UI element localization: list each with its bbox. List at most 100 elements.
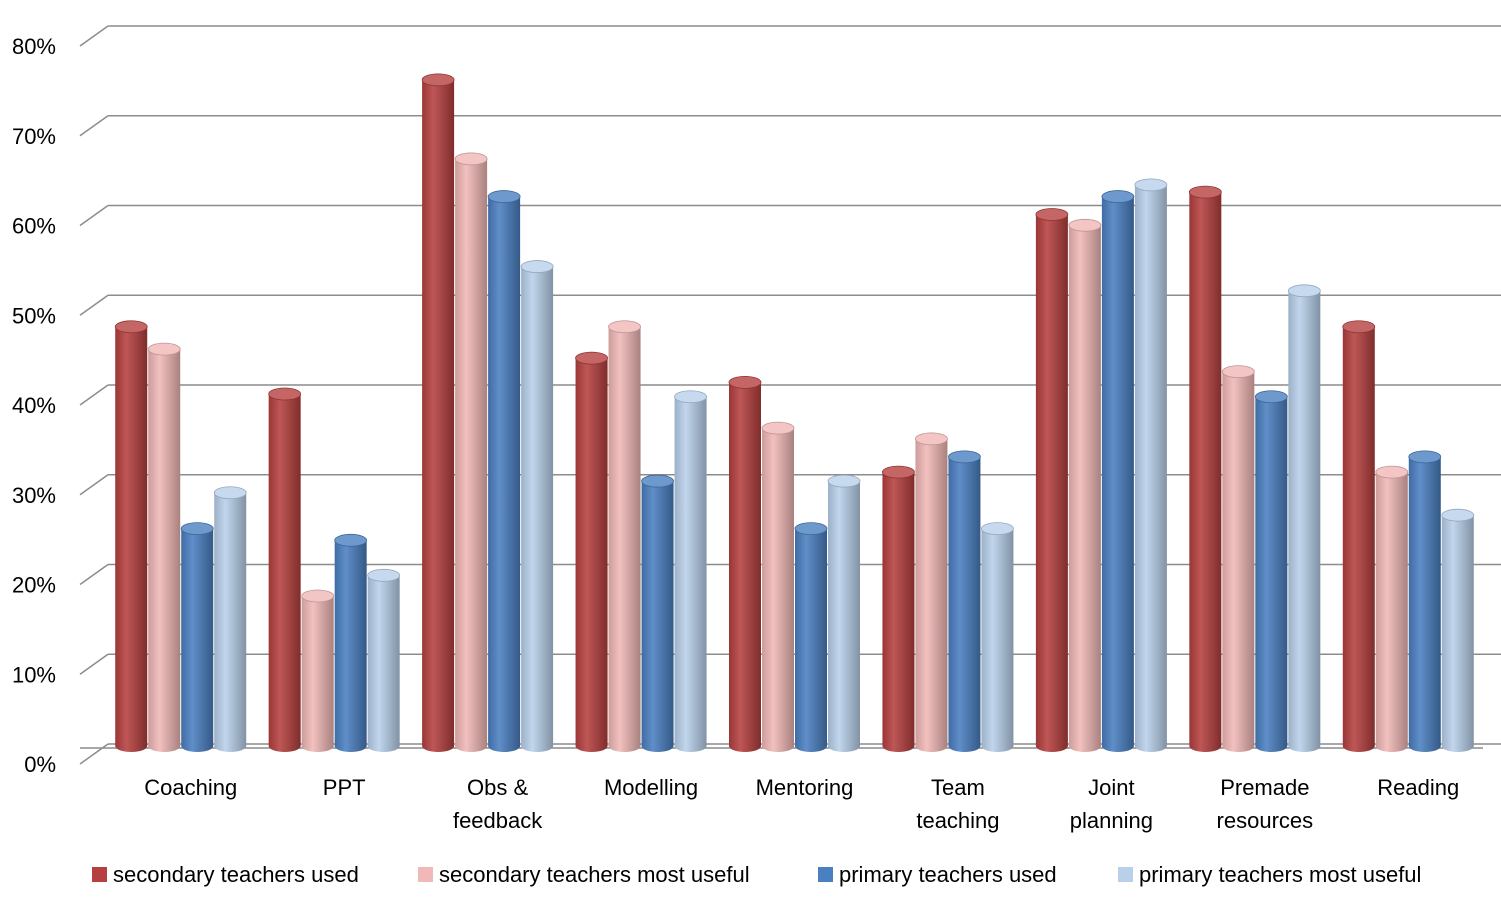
bar-body <box>608 326 641 752</box>
bar-body <box>521 266 554 752</box>
bar-top <box>520 260 554 273</box>
y-tick-label: 60% <box>12 214 56 239</box>
bar-top <box>1342 320 1376 334</box>
bar-body <box>1189 192 1222 752</box>
legend-swatch <box>92 867 107 882</box>
y-tick-label: 30% <box>12 483 56 508</box>
bar <box>1408 450 1442 752</box>
bar <box>981 522 1014 752</box>
bar-body <box>115 326 148 752</box>
x-tick-label: PPT <box>323 775 366 800</box>
bar-body <box>1222 371 1255 752</box>
bar-top <box>948 450 981 464</box>
bar-top <box>1441 508 1475 522</box>
grid-tick <box>79 743 109 765</box>
bar-body <box>1068 225 1101 753</box>
legend-item: secondary teachers used <box>92 862 359 887</box>
bar-body <box>214 492 247 752</box>
bar-body <box>828 481 860 752</box>
bar-top <box>454 152 488 166</box>
bar-body <box>1101 196 1134 752</box>
legend-label: secondary teachers used <box>113 862 359 887</box>
bar <box>1375 465 1409 752</box>
bar-top <box>421 73 455 87</box>
bar-body <box>674 396 707 752</box>
bar <box>1101 190 1135 752</box>
legend-label: primary teachers most useful <box>1139 862 1421 887</box>
bar <box>1221 365 1255 752</box>
x-tick-label: Modelling <box>604 775 698 800</box>
bar <box>114 320 148 752</box>
bar <box>487 190 521 752</box>
grid-tick <box>79 474 109 496</box>
bar-body <box>367 575 400 752</box>
bar <box>575 351 608 752</box>
bar-top <box>641 474 674 488</box>
bar-top <box>367 568 401 582</box>
bar <box>1287 284 1321 752</box>
bar <box>213 486 247 752</box>
legend-swatch <box>1118 867 1133 882</box>
grid-tick <box>79 563 109 586</box>
bar-body <box>915 438 948 752</box>
bar <box>520 260 554 752</box>
bar-body <box>301 595 334 752</box>
bar <box>948 450 981 752</box>
bar <box>301 589 335 752</box>
bar-body <box>1342 326 1375 752</box>
bar <box>454 152 488 752</box>
bar-top <box>268 387 302 401</box>
legend-item: primary teachers used <box>818 862 1057 887</box>
y-tick-label: 80% <box>12 34 56 59</box>
grid-tick <box>79 25 109 47</box>
bar-top <box>674 390 707 404</box>
bar <box>1068 218 1102 753</box>
bar <box>1254 390 1288 752</box>
bar-top <box>147 342 181 356</box>
bar-body <box>422 79 455 752</box>
bar-top <box>1375 465 1409 479</box>
bar-body <box>1375 472 1408 752</box>
bar-top <box>180 522 214 536</box>
legend-label: primary teachers used <box>839 862 1057 887</box>
bar <box>1134 178 1168 753</box>
bar-top <box>1287 284 1321 298</box>
y-tick-label: 10% <box>12 662 56 687</box>
legend-item: primary teachers most useful <box>1118 862 1421 887</box>
x-tick-label: Coaching <box>144 775 237 800</box>
y-tick-label: 50% <box>12 303 56 328</box>
bar <box>674 390 707 752</box>
bar-top <box>1408 450 1442 464</box>
grid-tick <box>79 115 109 137</box>
x-axis: Coaching PPT Obs & feedback Modelling Mentori… <box>144 775 1459 833</box>
x-tick-label: Reading <box>1377 775 1459 800</box>
bar-top <box>213 486 247 500</box>
bar-top <box>1101 190 1135 203</box>
bar-top <box>728 375 762 389</box>
bar-body <box>795 528 827 752</box>
bar-top <box>915 432 948 446</box>
x-tick-label: Premade resources <box>1217 775 1314 833</box>
bar-top <box>981 522 1014 536</box>
legend-swatch <box>818 867 833 882</box>
bar-body <box>148 349 181 752</box>
bar-top <box>487 190 521 203</box>
bar-top <box>608 320 641 334</box>
x-tick-label: Team teaching <box>916 775 999 833</box>
bar-top <box>1068 218 1102 232</box>
bar <box>1441 508 1475 752</box>
bar-top <box>1221 365 1255 378</box>
bar-top <box>575 351 608 365</box>
bar <box>728 375 762 752</box>
bar-body <box>1035 214 1068 752</box>
bar-top <box>1134 178 1168 192</box>
y-tick-label: 0% <box>24 752 56 777</box>
bar-top <box>882 465 915 479</box>
bar-body <box>1134 184 1167 753</box>
bar <box>761 421 795 752</box>
bar-top <box>1035 208 1069 221</box>
bar-body <box>1255 396 1288 752</box>
y-tick-label: 20% <box>12 573 56 598</box>
bar <box>268 387 302 752</box>
